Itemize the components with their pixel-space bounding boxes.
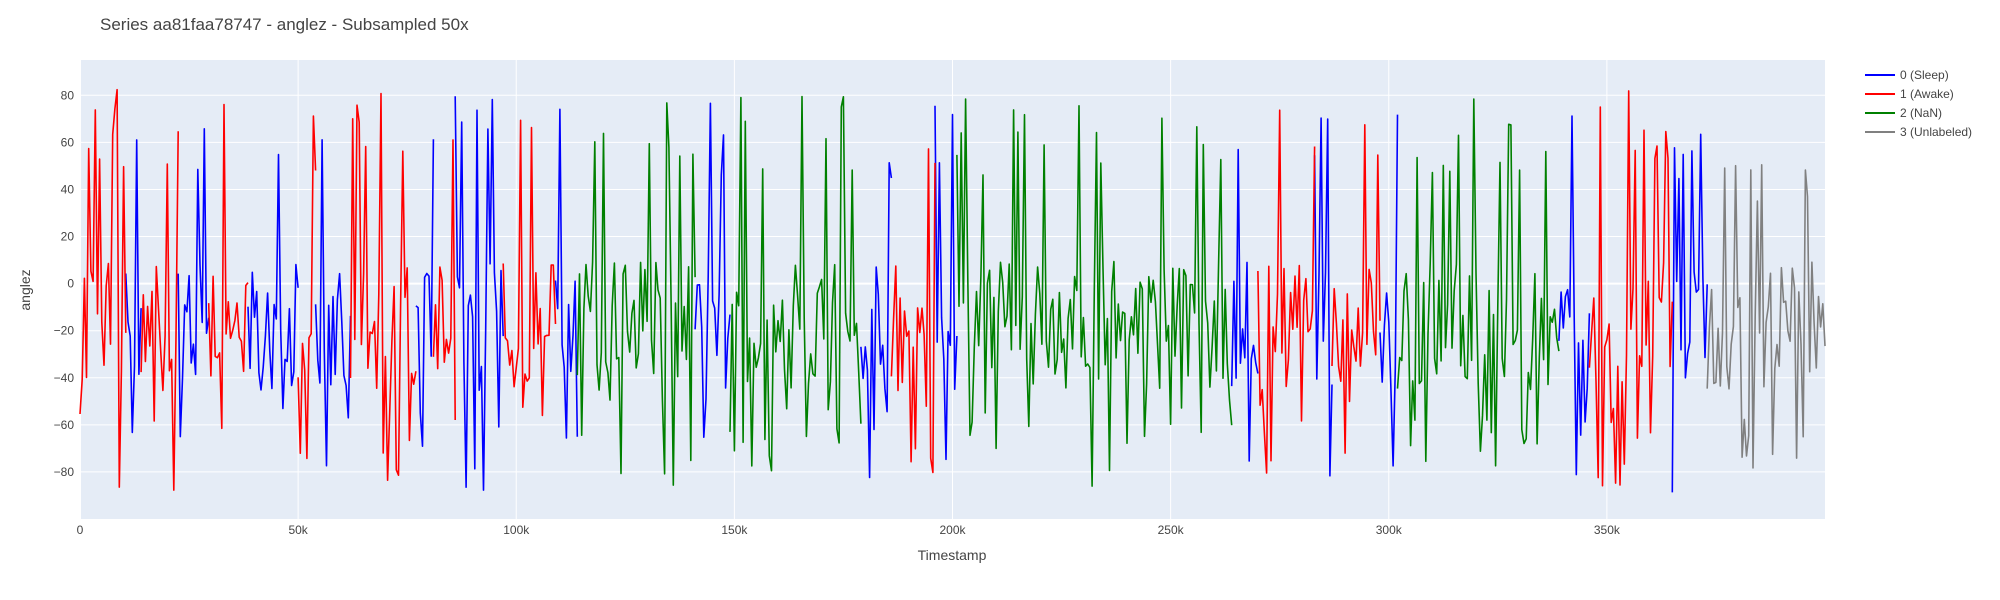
legend-label: 3 (Unlabeled)	[1900, 125, 1972, 139]
series-line-segment	[1396, 98, 1560, 467]
x-tick-label: 150k	[721, 523, 748, 537]
y-tick-label: 40	[61, 182, 75, 196]
legend-item[interactable]: 2 (NaN)	[1865, 106, 1942, 120]
series-line-segment	[1257, 109, 1316, 474]
series-line-segment	[314, 139, 352, 467]
series-line-segment	[1230, 148, 1259, 462]
legend-label: 0 (Sleep)	[1900, 68, 1949, 82]
series-line-segment	[415, 139, 435, 447]
legend-item[interactable]: 3 (Unlabeled)	[1865, 125, 1972, 139]
series-line-segment	[890, 148, 936, 474]
series-line-segment	[247, 153, 299, 410]
series-0-line	[125, 96, 1708, 493]
y-tick-label: 0	[67, 277, 74, 291]
series-line-segment	[860, 162, 893, 479]
legend[interactable]: 0 (Sleep) 1 (Awake) 2 (NaN) 3 (Unlabeled)	[1865, 68, 1972, 139]
series-line-segment	[140, 131, 179, 491]
series-line-segment	[576, 102, 696, 486]
series-line-segment	[1313, 117, 1333, 477]
y-tick-label: −20	[54, 324, 75, 338]
x-tick-label: 0	[77, 523, 84, 537]
y-tick-label: −60	[54, 418, 75, 432]
x-tick-label: 200k	[939, 523, 966, 537]
y-tick-label: −40	[54, 371, 75, 385]
series-line-segment	[454, 96, 504, 491]
series-line-segment	[1588, 90, 1674, 487]
series-line-segment	[729, 95, 862, 472]
x-axis-ticks: 0 50k 100k 150k 200k 250k 300k 350k	[77, 523, 1621, 537]
x-tick-label: 350k	[1594, 523, 1621, 537]
y-tick-label: −80	[54, 465, 75, 479]
series-layer	[79, 88, 1826, 493]
legend-item[interactable]: 0 (Sleep)	[1865, 68, 1949, 82]
grid-lines	[79, 60, 1825, 519]
series-line-segment	[554, 108, 579, 439]
x-tick-label: 50k	[288, 523, 308, 537]
legend-label: 1 (Awake)	[1900, 87, 1954, 101]
x-axis-label: Timestamp	[918, 547, 987, 563]
series-line-segment	[502, 119, 557, 417]
series-line-segment	[177, 128, 210, 438]
series-line-segment	[432, 139, 456, 421]
series-3-line	[1706, 164, 1826, 469]
series-line-segment	[956, 98, 1233, 487]
x-tick-label: 250k	[1158, 523, 1185, 537]
legend-item[interactable]: 1 (Awake)	[1865, 87, 1954, 101]
series-line-segment	[1379, 114, 1399, 467]
x-tick-label: 100k	[503, 523, 530, 537]
y-tick-label: 60	[61, 135, 75, 149]
series-line-segment	[1671, 133, 1708, 493]
series-2-line	[576, 95, 1560, 487]
series-line-segment	[207, 103, 249, 430]
x-tick-label: 300k	[1376, 523, 1403, 537]
chart-title: Series aa81faa78747 - anglez - Subsample…	[100, 15, 469, 34]
legend-label: 2 (NaN)	[1900, 106, 1942, 120]
y-axis-label: anglez	[17, 269, 33, 310]
series-line-segment	[1558, 115, 1591, 476]
series-line-segment	[694, 102, 731, 438]
series-line-segment	[1331, 124, 1381, 454]
y-tick-label: 20	[61, 230, 75, 244]
series-line-segment	[934, 105, 958, 461]
series-line-segment	[125, 139, 142, 434]
series-1-line	[79, 88, 1674, 491]
y-axis-ticks: −80 −60 −40 −20 0 20 40 60 80	[54, 88, 75, 479]
series-line-segment	[297, 115, 317, 460]
series-line-segment	[1706, 164, 1826, 469]
y-tick-label: 80	[61, 88, 75, 102]
series-line-segment	[349, 92, 417, 481]
series-line-segment	[79, 88, 127, 488]
